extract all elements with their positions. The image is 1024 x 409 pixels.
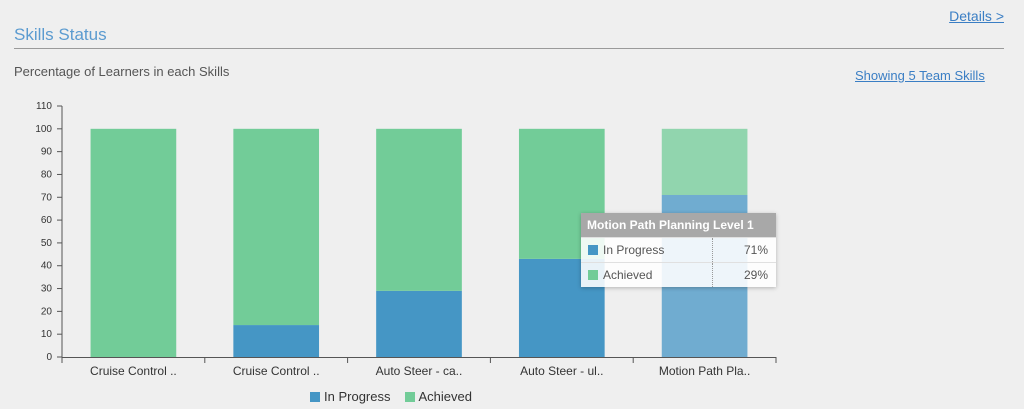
y-axis: 0 10 20 30 40 50 60 70 80 90 100 110	[35, 101, 63, 363]
bar-achieved[interactable]	[661, 128, 748, 195]
tooltip-value-in-progress: 71%	[712, 238, 776, 262]
x-category-label: Auto Steer - ul..	[520, 364, 603, 378]
y-tick-label: 40	[41, 261, 53, 272]
chart-tooltip: Motion Path Planning Level 1 In Progress…	[581, 213, 776, 287]
y-tick-label: 60	[41, 215, 53, 226]
x-category-label: Motion Path Pla..	[659, 364, 750, 378]
y-tick-label: 30	[41, 284, 53, 295]
tooltip-title: Motion Path Planning Level 1	[581, 213, 776, 237]
bar-achieved[interactable]	[376, 128, 462, 291]
tooltip-row-in-progress: In Progress 71%	[581, 237, 776, 262]
x-category-label: Cruise Control ..	[90, 364, 177, 378]
bar-achieved[interactable]	[90, 128, 177, 357]
legend-swatch-achieved	[404, 391, 415, 402]
y-tick-label: 100	[35, 124, 52, 135]
y-tick-label: 50	[41, 238, 53, 249]
title-divider	[14, 48, 1004, 49]
y-tick-label: 10	[41, 329, 53, 340]
x-category-label: Auto Steer - ca..	[376, 364, 463, 378]
y-tick-label: 90	[41, 147, 53, 158]
section-title: Skills Status	[14, 25, 107, 44]
tooltip-label-in-progress: In Progress	[603, 243, 665, 257]
team-skills-link[interactable]: Showing 5 Team Skills	[855, 68, 985, 83]
y-tick-label: 110	[36, 101, 52, 112]
y-tick-label: 20	[41, 306, 53, 317]
y-tick-label: 0	[46, 352, 52, 363]
chart-legend: In Progress Achieved	[0, 389, 782, 404]
bar-in-progress[interactable]	[233, 325, 320, 357]
tooltip-value-achieved: 29%	[712, 263, 776, 287]
details-link[interactable]: Details >	[949, 8, 1004, 24]
tooltip-swatch-achieved	[588, 270, 598, 280]
y-tick-label: 70	[41, 192, 53, 203]
tooltip-row-achieved: Achieved 29%	[581, 262, 776, 287]
legend-item-in-progress[interactable]: In Progress	[310, 389, 391, 404]
y-tick-label: 80	[41, 169, 53, 180]
x-category-label: Cruise Control ..	[233, 364, 320, 378]
bar-in-progress[interactable]	[376, 290, 462, 357]
legend-label-in-progress: In Progress	[324, 389, 391, 404]
bar-achieved[interactable]	[233, 128, 320, 326]
legend-swatch-in-progress	[310, 391, 321, 402]
x-axis: Cruise Control .. Cruise Control .. Auto S…	[61, 357, 777, 378]
tooltip-swatch-in-progress	[588, 245, 598, 255]
tooltip-label-achieved: Achieved	[603, 268, 653, 282]
chart-subtitle: Percentage of Learners in each Skills	[14, 64, 230, 79]
legend-label-achieved: Achieved	[418, 389, 472, 404]
legend-item-achieved[interactable]: Achieved	[404, 389, 472, 404]
